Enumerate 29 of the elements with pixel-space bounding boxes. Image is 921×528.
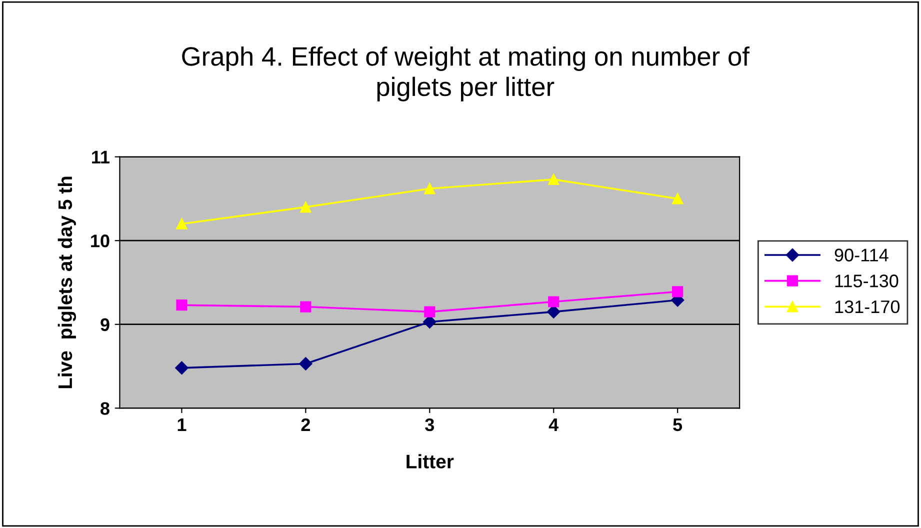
y-tick-label: 9: [100, 318, 110, 332]
point: [548, 174, 560, 185]
point: [672, 193, 684, 204]
y-tick-label: 10: [91, 234, 110, 248]
point: [548, 296, 560, 308]
y-axis-title: Live piglets at day 5 th: [58, 176, 76, 388]
legend-label: 131-170: [835, 300, 900, 314]
point: [672, 286, 684, 298]
chart-title: Graph 4. Effect of weight at mating on number of piglets per litter: [182, 46, 750, 102]
x-tick-label: 3: [425, 418, 434, 432]
point: [175, 361, 188, 375]
x-tick-label: 2: [301, 418, 310, 431]
point: [176, 218, 188, 230]
x-axis-title: Litter: [406, 454, 454, 468]
x-tick-label: 4: [548, 418, 559, 431]
point: [423, 315, 436, 328]
legend-label: 115-130: [835, 274, 898, 288]
legend-label: 90-114: [834, 248, 888, 262]
point: [299, 357, 312, 370]
point: [176, 300, 188, 311]
point: [424, 306, 436, 318]
x-tick-label: 1: [178, 418, 186, 431]
y-tick-label: 8: [100, 402, 110, 415]
point: [424, 183, 436, 194]
x-tick-label: 5: [673, 418, 682, 432]
point: [547, 305, 560, 318]
point: [300, 202, 312, 213]
point: [300, 301, 312, 312]
y-tick-label: 11: [92, 150, 110, 164]
